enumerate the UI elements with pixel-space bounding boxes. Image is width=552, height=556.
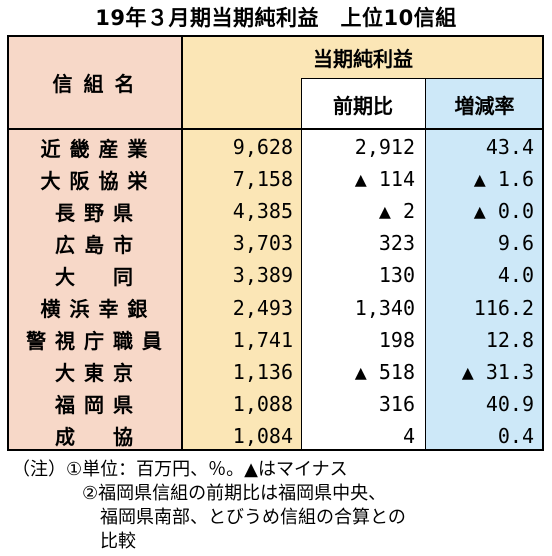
header-name-label: 信 組 名 [52,71,137,96]
row-profit: 3,703 [232,231,293,256]
profit-table: 信 組 名 当期純利益 前期比 増減率 近 畿 産 業 9,628 2,912 43.… [7,35,544,451]
row-name: 大 阪 協 栄 [40,168,149,193]
header-name-cell [7,35,182,129]
header-profit-label: 当期純利益 [313,46,413,71]
row-rate: ▲ 1.6 [473,167,534,192]
header-divider [7,128,544,130]
col-divider-1 [181,35,183,451]
row-rate: 40.9 [485,391,534,416]
row-rate: 9.6 [497,231,534,256]
row-profit: 9,628 [232,135,293,160]
col-divider-2 [301,79,302,451]
row-prev: 1,340 [354,295,415,320]
row-name: 成 協 [55,425,134,450]
body-growth-column [425,129,544,451]
row-rate: 12.8 [485,327,534,352]
header-prev-label: 前期比 [333,93,393,118]
header-profit-sub-cell [182,79,301,129]
row-name: 近 畿 産 業 [40,136,149,161]
row-prev: ▲ 2 [378,199,415,224]
note-line-1: （注）①単位：百万円、％。▲はマイナス [12,459,348,480]
header-growth-label: 増減率 [454,93,515,118]
border-bottom [7,449,544,451]
row-prev: 2,912 [354,135,415,160]
row-rate: ▲ 31.3 [461,359,534,384]
header-prev-cell [301,79,425,129]
row-profit: 1,084 [232,423,293,448]
row-prev: 323 [378,231,415,256]
header-growth-cell [425,79,544,129]
row-rate: ▲ 0.0 [473,199,534,224]
note-line-3: 福岡県南部、とびうめ信組の合算との [100,507,406,528]
row-profit: 1,741 [232,327,293,352]
row-prev: ▲ 114 [354,167,415,192]
row-prev: ▲ 518 [354,359,415,384]
row-profit: 4,385 [232,199,293,224]
row-rate: 116.2 [473,295,534,320]
header-profit-cell [182,35,544,79]
page-title: 19年３月期当期純利益 上位10信組 [95,6,457,30]
row-rate: 43.4 [485,135,534,160]
row-profit: 1,088 [232,391,293,416]
border-right [542,35,544,451]
border-left [7,35,9,451]
header-sub-divider [301,78,544,79]
row-prev: 198 [378,327,415,352]
col-divider-3 [425,79,426,451]
row-profit: 7,158 [232,167,293,192]
row-name: 長 野 県 [55,200,134,225]
body-prev-column [301,129,425,451]
row-prev: 130 [378,263,415,288]
row-profit: 1,136 [232,359,293,384]
row-name: 広 島 市 [55,232,134,257]
row-profit: 2,493 [232,295,293,320]
row-name: 横 浜 幸 銀 [40,297,149,322]
body-name-column [7,129,182,451]
row-name: 大 同 [55,264,134,289]
row-profit: 3,389 [232,263,293,288]
row-rate: 0.4 [497,423,534,448]
row-name: 警 視 庁 職 員 [26,329,163,354]
body-profit-column [182,129,301,451]
row-name: 福 岡 県 [55,393,134,418]
note-line-4: 比較 [100,531,136,552]
footnotes: （注）①単位：百万円、％。▲はマイナス ②福岡県信組の前期比は福岡県中央、 福岡… [12,458,406,554]
row-rate: 4.0 [497,263,534,288]
border-top [7,35,544,37]
row-name: 大 東 京 [55,361,134,386]
row-prev: 316 [378,391,415,416]
note-line-2: ②福岡県信組の前期比は福岡県中央、 [82,483,387,504]
row-prev: 4 [402,423,415,448]
